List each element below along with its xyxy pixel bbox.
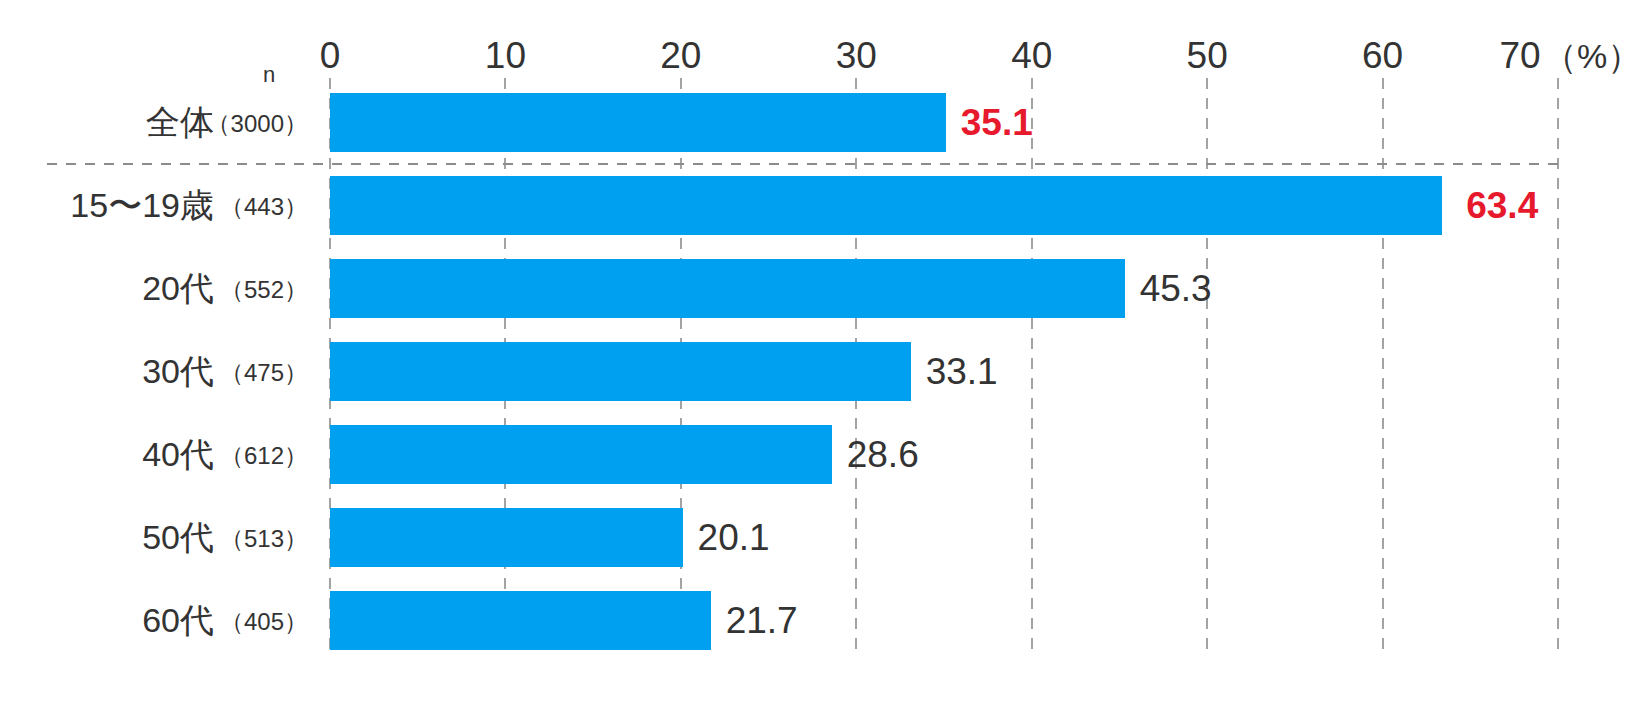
sample-size-label-0: （3000） <box>150 93 308 152</box>
sample-size-label-2: （552） <box>150 259 308 318</box>
sample-size-label-1: （443） <box>150 176 308 235</box>
x-tick-label-40: 40 <box>987 34 1077 78</box>
value-label-0: 35.1 <box>961 93 1033 152</box>
sample-size-label-6: （405） <box>150 591 308 650</box>
value-label-1: 63.4 <box>1466 176 1538 235</box>
bar-3 <box>330 342 911 401</box>
bar-4 <box>330 425 832 484</box>
age-breakdown-bar-chart: 010203040506070（%） n 全体（3000）35.115〜19歳（… <box>0 0 1628 713</box>
sample-size-label-3: （475） <box>150 342 308 401</box>
bar-2 <box>330 259 1125 318</box>
bar-6 <box>330 591 711 650</box>
x-tick-label-50: 50 <box>1162 34 1252 78</box>
x-tick-label-20: 20 <box>636 34 726 78</box>
sample-size-label-4: （612） <box>150 425 308 484</box>
x-tick-label-30: 30 <box>811 34 901 78</box>
bar-5 <box>330 508 683 567</box>
x-tick-label-10: 10 <box>460 34 550 78</box>
sample-size-label-5: （513） <box>150 508 308 567</box>
bar-0 <box>330 93 946 152</box>
axis-unit-label: （%） <box>1543 34 1628 78</box>
value-label-6: 21.7 <box>726 591 798 650</box>
x-tick-label-60: 60 <box>1338 34 1428 78</box>
n-column-header: n <box>229 62 309 88</box>
bar-1 <box>330 176 1442 235</box>
value-label-2: 45.3 <box>1140 259 1212 318</box>
value-label-3: 33.1 <box>926 342 998 401</box>
value-label-5: 20.1 <box>698 508 770 567</box>
value-label-4: 28.6 <box>847 425 919 484</box>
total-vs-groups-separator <box>47 163 1558 165</box>
